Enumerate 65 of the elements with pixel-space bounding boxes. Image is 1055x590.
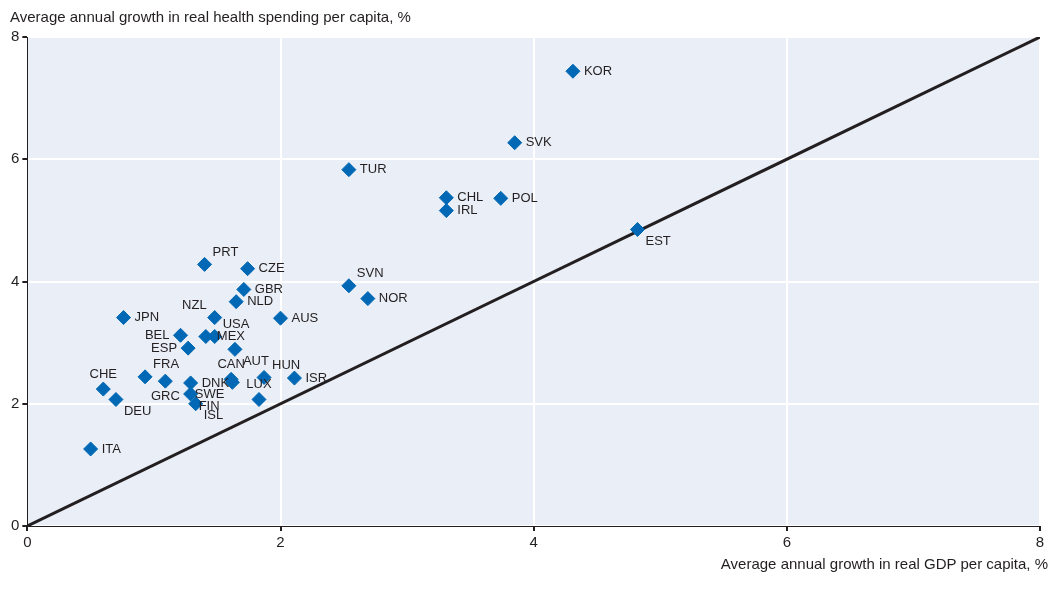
data-label: LUX [246, 376, 272, 392]
data-label: POL [511, 189, 538, 205]
x-tick-label: 6 [782, 533, 792, 551]
point [207, 310, 223, 326]
data-label: SVN [356, 265, 384, 281]
point [180, 340, 196, 356]
data-label: CZE [258, 260, 285, 276]
data-label: FRA [153, 356, 180, 372]
data-label: CAN [217, 355, 245, 371]
point [183, 375, 199, 391]
data-label: CHL [457, 189, 484, 205]
data-label: ESP [151, 339, 178, 355]
y-tick-label: 8 [11, 27, 20, 45]
data-label: ITA [101, 440, 122, 456]
x-tick-label: 0 [23, 533, 32, 551]
data-label: CHE [89, 365, 118, 381]
data-label: PRT [212, 243, 239, 259]
point [507, 135, 523, 151]
y-tick-label: 0 [11, 516, 20, 534]
point [240, 261, 256, 277]
data-label: DEU [123, 403, 152, 419]
point [157, 373, 173, 389]
x-tick-label: 4 [529, 533, 538, 551]
point [493, 190, 509, 206]
point [227, 341, 243, 357]
point [286, 370, 302, 386]
data-label: JPN [134, 309, 160, 325]
point [116, 310, 132, 326]
point [360, 291, 376, 307]
point [236, 281, 252, 297]
data-label: IRL [457, 202, 478, 218]
x-tick-label: 2 [276, 533, 285, 551]
point [108, 391, 124, 407]
point [341, 278, 357, 294]
point [173, 327, 189, 343]
data-label: USA [222, 316, 250, 332]
data-label: TUR [359, 161, 387, 177]
data-label: ISR [305, 369, 328, 385]
x-axis-title: Average annual growth in real GDP per capita, % [719, 555, 1048, 572]
point [438, 203, 454, 219]
data-label: KOR [583, 62, 613, 78]
point [228, 294, 244, 310]
point [95, 381, 111, 397]
y-tick-label: 6 [11, 149, 20, 167]
data-label: GRC [150, 387, 180, 403]
point [197, 256, 213, 272]
y-axis-title: Average annual growth in real health spending per capita, % [10, 8, 412, 25]
point [251, 391, 267, 407]
point [629, 222, 645, 238]
y-tick-label: 2 [11, 393, 20, 411]
data-label: AUS [291, 309, 319, 325]
point [83, 441, 99, 457]
point [137, 369, 153, 385]
point [341, 162, 357, 178]
x-tick-label: 8 [1035, 533, 1045, 551]
data-label: SVK [525, 134, 553, 150]
y-tick-label: 4 [11, 271, 20, 289]
data-label: NOR [378, 290, 408, 306]
point [438, 190, 454, 206]
data-label: HUN [272, 357, 301, 373]
data-label: BEL [144, 326, 170, 342]
point [565, 63, 581, 79]
data-label: NZL [182, 297, 207, 313]
point [273, 310, 289, 326]
data-label: EST [645, 233, 671, 249]
